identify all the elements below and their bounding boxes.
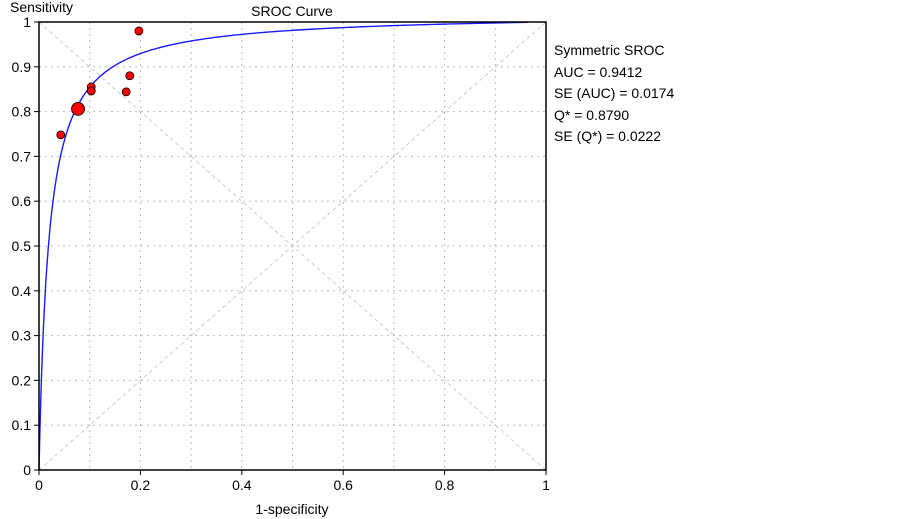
y-tick-label: 0.5 bbox=[12, 238, 32, 254]
stat-auc: AUC = 0.9412 bbox=[554, 63, 643, 80]
study-point bbox=[56, 130, 66, 140]
stats-panel: Symmetric SROC AUC = 0.9412 SE (AUC) = 0… bbox=[554, 40, 674, 148]
study-point bbox=[71, 102, 85, 116]
chart-title: SROC Curve bbox=[251, 3, 333, 19]
y-tick-label: 0.2 bbox=[12, 372, 32, 388]
study-point bbox=[86, 86, 96, 96]
sroc-curve bbox=[38, 21, 529, 470]
study-point bbox=[134, 26, 144, 36]
stat-se-auc: SE (AUC) = 0.0174 bbox=[554, 85, 675, 101]
y-tick-label: 0 bbox=[23, 462, 31, 478]
stat-se-q-star: SE (Q*) = 0.0222 bbox=[554, 128, 662, 144]
stat-q-star: Q* = 0.8790 bbox=[554, 106, 630, 123]
y-tick-label: 0.4 bbox=[12, 283, 32, 299]
x-tick-label: 1 bbox=[542, 477, 550, 493]
y-tick-label: 0.8 bbox=[12, 104, 32, 120]
x-tick-label: 0 bbox=[35, 477, 43, 493]
ticks: 0 0.2 0.4 0.6 0.8 1 0 0.1 0.2 0.3 0.4 0.5 0.6 0.7 0.8 0… bbox=[12, 14, 551, 493]
y-tick-label: 0.1 bbox=[12, 417, 32, 433]
study-points bbox=[56, 26, 144, 140]
x-tick-label: 0.2 bbox=[131, 477, 151, 493]
y-tick-label: 0.6 bbox=[12, 193, 32, 209]
y-tick-label: 0.7 bbox=[12, 148, 32, 164]
y-tick-label: 0.3 bbox=[12, 328, 32, 344]
y-axis-label: Sensitivity bbox=[10, 0, 73, 15]
study-point bbox=[121, 87, 131, 97]
y-tick-label: 0.9 bbox=[12, 59, 32, 75]
study-point bbox=[125, 71, 135, 81]
anti-diagonal-reference-line bbox=[38, 21, 547, 471]
x-tick-label: 0.4 bbox=[232, 477, 252, 493]
x-tick-label: 0.8 bbox=[435, 477, 455, 493]
x-tick-label: 0.6 bbox=[333, 477, 353, 493]
stats-title: Symmetric SROC bbox=[554, 42, 665, 58]
x-axis-label: 1-specificity bbox=[255, 501, 328, 517]
y-tick-label: 1 bbox=[23, 14, 31, 30]
